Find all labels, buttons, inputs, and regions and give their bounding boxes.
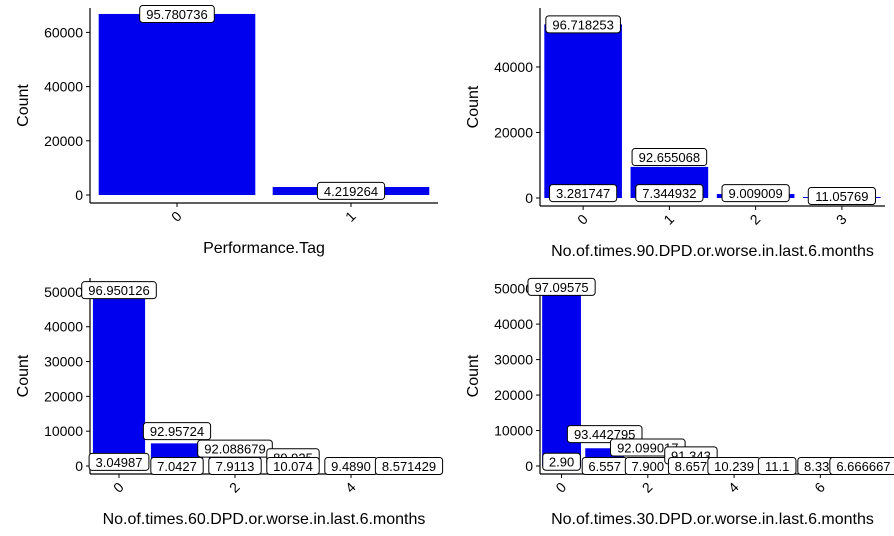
bar-label: 11.05769	[815, 189, 868, 204]
bar-label-box	[150, 457, 204, 475]
x-tick-label: 0	[574, 211, 591, 228]
chart-panel-1: 0 20000 40000 60000 0 1 95.780736 4.219264 Perfo…	[15, 4, 438, 257]
y-tick-label: 0	[75, 187, 83, 203]
y-tick-label: 30000	[494, 352, 533, 368]
y-tick-label: 0	[75, 458, 83, 474]
bar-label: 6.557	[588, 459, 621, 474]
bar-label: 10.074	[273, 459, 313, 474]
bar-label: 96.950126	[88, 283, 149, 298]
x-tick-label: 2	[747, 211, 764, 228]
bar-label-box	[635, 184, 704, 203]
x-tick-label: 2	[639, 479, 656, 496]
bar-label-box	[139, 4, 215, 23]
bar-label: 96.718253	[552, 17, 613, 32]
bar-label: 92.95724	[150, 424, 204, 439]
x-tick-label: 0	[110, 479, 127, 496]
x-tick-label: 3	[833, 211, 850, 228]
y-tick-label: 20000	[44, 388, 83, 404]
chart-panel-3: 0 10000 20000 30000 40000 50000 0 2 4 96.950126 3.…	[15, 278, 444, 528]
bar-label-box	[542, 452, 581, 471]
bar-label-box	[142, 422, 212, 441]
y-tick-label: 10000	[494, 423, 533, 439]
x-axis-title: Performance.Tag	[203, 240, 325, 257]
bar-label-box	[721, 184, 790, 203]
bar-label: 2.90	[549, 455, 574, 470]
y-axis-title: Count	[465, 354, 482, 397]
bar-label: 92.088679	[204, 442, 265, 457]
bar-label: 9.4890	[331, 459, 371, 474]
bar-label: 6.666667	[836, 459, 890, 474]
bar-label-box	[316, 181, 386, 200]
y-tick-label: 40000	[44, 319, 83, 335]
bar-label: 4.219264	[324, 184, 378, 199]
x-tick-label: 0	[168, 208, 185, 225]
bar-label-box	[81, 281, 157, 300]
bar-label: 11.1	[765, 459, 789, 474]
bar-label: 8.571429	[382, 459, 436, 474]
y-tick-label: 40000	[44, 79, 83, 95]
x-tick-label: 4	[342, 479, 359, 496]
y-tick-label: 0	[525, 190, 533, 206]
bar-label-box	[631, 148, 708, 167]
y-axis-title: Count	[15, 84, 32, 127]
chart-panel-4: 0 10000 20000 30000 40000 50000 0 2 4 6 97.09575 2.…	[465, 277, 894, 528]
y-tick-label: 20000	[44, 133, 83, 149]
y-tick-label: 50000	[494, 281, 533, 297]
bar-label: 3.281747	[556, 186, 610, 201]
bar-label-box	[757, 457, 797, 475]
bar-label: 92.655068	[639, 150, 700, 165]
bar-label: 7.9113	[216, 459, 255, 474]
bar-label: 7.344932	[642, 186, 696, 201]
y-tick-label: 30000	[44, 354, 83, 370]
bar-label-box	[374, 457, 444, 475]
x-axis-title: No.of.times.60.DPD.or.worse.in.last.6.mo…	[103, 511, 426, 528]
x-tick-label: 1	[660, 211, 677, 228]
chart-panel-2: 0 20000 40000 0 1 2 3 96.718253 3.281747 92.65506…	[465, 8, 885, 260]
y-axis-title: Count	[465, 85, 482, 128]
x-axis-title: No.of.times.30.DPD.or.worse.in.last.6.mo…	[551, 511, 874, 528]
bar	[98, 13, 256, 196]
bar-label-box	[527, 277, 596, 296]
bar-label-box	[566, 425, 643, 444]
bar-label-box	[829, 457, 894, 475]
y-tick-label: 40000	[494, 59, 533, 75]
bar	[544, 24, 622, 199]
y-tick-label: 10000	[44, 423, 83, 439]
y-tick-label: 0	[525, 458, 533, 474]
x-tick-label: 4	[725, 479, 742, 496]
y-axis-title: Count	[15, 354, 32, 397]
bar-label: 7.900	[632, 459, 665, 474]
bar-label: 8.333	[804, 459, 837, 474]
bar-label: 10.239	[714, 459, 754, 474]
y-tick-label: 20000	[494, 387, 533, 403]
y-tick-label: 20000	[494, 124, 533, 140]
bar-label: 3.04987	[96, 455, 143, 470]
x-tick-label: 1	[342, 208, 359, 225]
y-tick-label: 40000	[494, 316, 533, 332]
bar-label: 92.099017	[617, 441, 678, 456]
bar-label: 97.09575	[534, 280, 588, 295]
x-axis-title: No.of.times.90.DPD.or.worse.in.last.6.mo…	[551, 243, 874, 260]
bar-label: 95.780736	[146, 7, 207, 22]
bar-label-box	[545, 15, 621, 34]
bar-label-box	[208, 457, 262, 475]
bar-label-box	[549, 184, 618, 203]
x-tick-label: 0	[552, 479, 569, 496]
bar-label-box	[807, 187, 876, 206]
bar-label: 8.657	[675, 459, 708, 474]
bar-label-box	[88, 452, 150, 471]
bar-label-box	[266, 457, 320, 475]
bar	[92, 288, 146, 466]
y-tick-label: 60000	[44, 24, 83, 40]
y-tick-label: 50000	[44, 284, 83, 300]
x-tick-label: 6	[811, 479, 828, 496]
bar-label: 93.442795	[574, 427, 635, 442]
x-tick-label: 2	[226, 479, 243, 496]
bar-label: 7.0427	[157, 459, 197, 474]
bar-label: 9.009009	[729, 186, 783, 201]
